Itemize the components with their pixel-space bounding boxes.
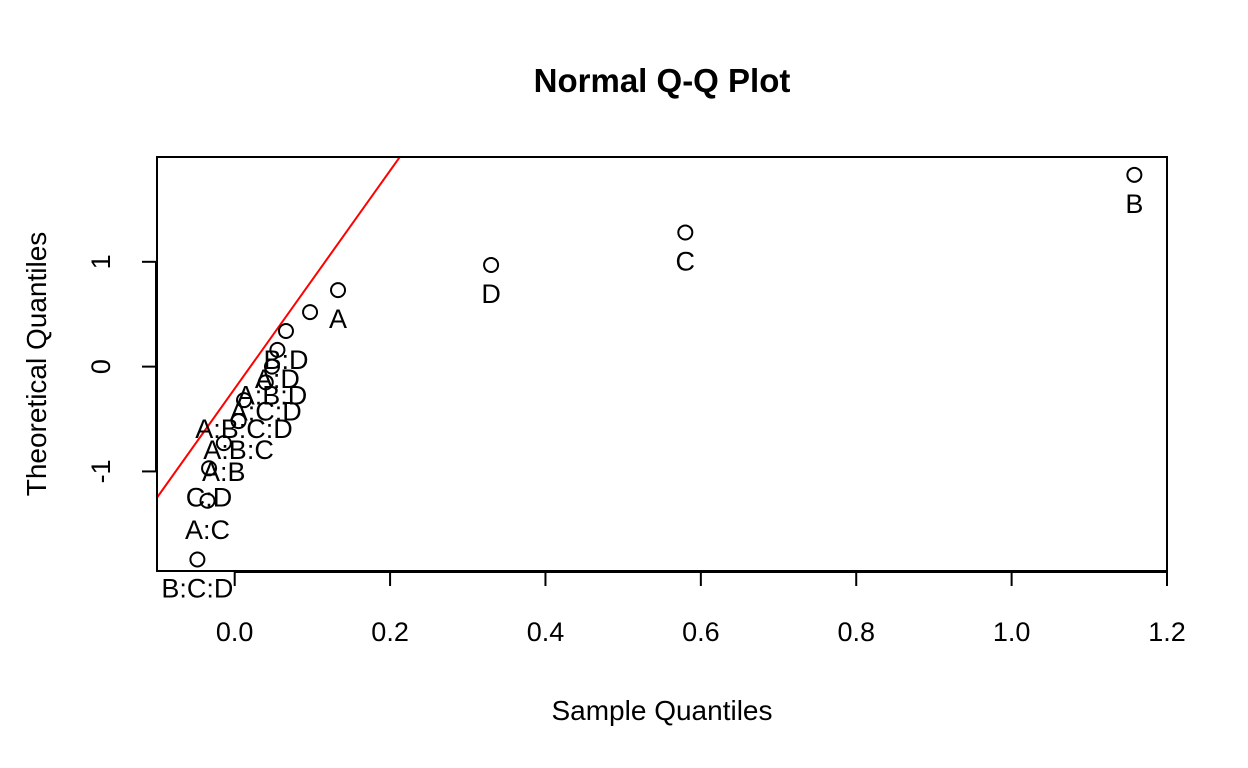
point-label: D [481, 279, 501, 309]
data-point [236, 392, 253, 409]
x-tick-label: 0.0 [216, 617, 254, 647]
data-point [215, 435, 232, 452]
point-label: C [676, 246, 696, 276]
y-tick-label: 0 [86, 359, 116, 374]
point-label: B [1125, 189, 1143, 219]
x-tick-label: 1.0 [993, 617, 1031, 647]
y-tick-label: 1 [86, 254, 116, 269]
data-point [189, 551, 206, 568]
point-label: A:B:C:D [195, 414, 293, 444]
x-axis: 0.0 0.2 0.4 0.6 0.8 1.0 1.2 [216, 571, 1186, 647]
point-label: A:C [185, 515, 230, 545]
data-point [277, 322, 294, 339]
point-label: A:B:C [203, 435, 274, 465]
data-point [677, 224, 694, 241]
point-label: B:D [263, 345, 308, 375]
x-tick-label: 0.6 [682, 617, 720, 647]
plot-frame [156, 156, 1168, 572]
data-point [230, 413, 247, 430]
data-point [201, 460, 218, 477]
chart-title: Normal Q-Q Plot [534, 62, 791, 99]
x-tick-label: 0.2 [371, 617, 409, 647]
data-points [189, 166, 1143, 568]
y-axis-label: Theoretical Quantiles [21, 232, 52, 497]
data-point [199, 492, 216, 509]
point-label: A:B:D [237, 381, 308, 411]
data-point [257, 374, 274, 391]
x-tick-label: 1.2 [1148, 617, 1186, 647]
point-label: A:C:D [230, 396, 302, 426]
point-label: C:D [186, 482, 233, 512]
reference-line [157, 157, 402, 500]
y-tick-label: -1 [86, 459, 116, 483]
point-label: B:C:D [161, 573, 233, 603]
point-label: A:B [202, 457, 246, 487]
data-point [269, 341, 286, 358]
data-point [330, 282, 347, 299]
x-tick-label: 0.4 [527, 617, 565, 647]
data-point [1126, 166, 1143, 183]
x-tick-label: 0.8 [837, 617, 875, 647]
point-label: A [329, 304, 347, 334]
point-label: A:D [255, 364, 300, 394]
y-axis: -1 0 1 [86, 254, 157, 483]
x-axis-label: Sample Quantiles [551, 695, 772, 726]
data-point [263, 358, 280, 375]
data-point [483, 256, 500, 273]
point-labels: B:C:DA:CC:DA:BA:B:CA:B:C:DA:C:DA:B:DA:DB… [161, 189, 1143, 604]
data-point [302, 304, 319, 321]
